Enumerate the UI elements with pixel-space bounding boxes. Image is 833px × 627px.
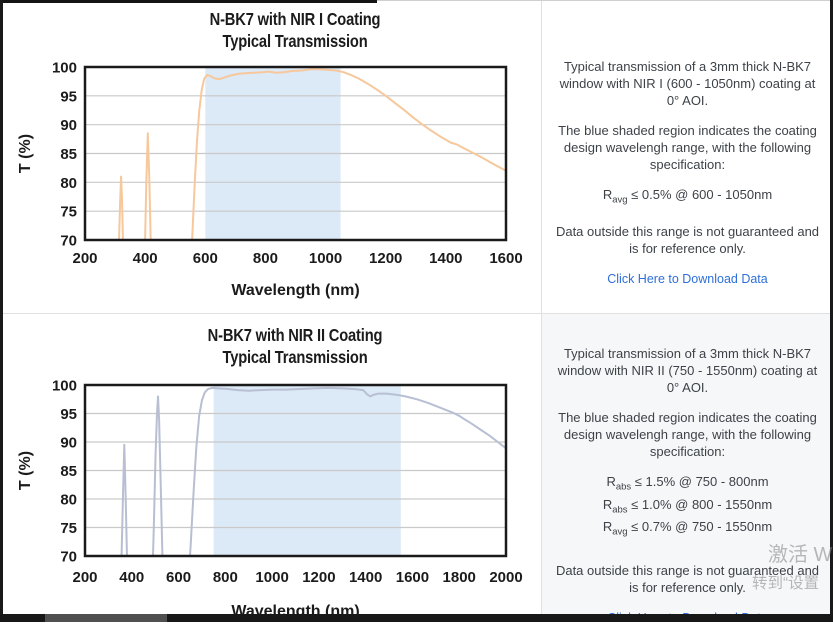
x-tick-label: 2000 [489, 569, 522, 586]
nir1-info-panel: Typical transmission of a 3mm thick N-BK… [542, 0, 833, 313]
x-tick-label: 600 [193, 250, 218, 267]
nir2-title-line2: Typical Transmission [222, 347, 368, 367]
y-tick-label: 90 [60, 435, 77, 452]
spec-value: ≤ 0.5% @ 600 - 1050nm [627, 187, 773, 202]
spec-subscript: abs [615, 481, 632, 493]
bottom-taskbar-segment [45, 614, 167, 622]
y-tick-label: 80 [60, 175, 77, 192]
nir2-chart-area: N-BK7 with NIR II Coating Typical Transm… [0, 314, 541, 620]
nir1-chart-title: N-BK7 with NIR I Coating Typical Transmi… [55, 8, 535, 52]
left-window-edge [0, 0, 3, 622]
section-nir1-coating: N-BK7 with NIR I Coating Typical Transmi… [0, 0, 833, 313]
top-left-window-edge [0, 0, 377, 3]
x-tick-label: 1000 [255, 569, 288, 586]
y-tick-label: 70 [60, 233, 77, 250]
spec-symbol: R [606, 474, 616, 489]
x-tick-label: 1600 [489, 250, 522, 267]
y-tick-label: 85 [60, 146, 77, 163]
x-tick-label: 200 [72, 250, 97, 267]
nir1-download-data-link[interactable]: Click Here to Download Data [607, 271, 768, 286]
nir1-chart-area: N-BK7 with NIR I Coating Typical Transmi… [0, 0, 541, 313]
y-tick-label: 90 [60, 117, 77, 134]
spec-symbol: R [602, 187, 613, 202]
y-tick-label: 100 [52, 60, 77, 77]
nir2-spec-line-1: Rabs ≤ 1.5% @ 750 - 800nm [555, 473, 820, 496]
vertical-panel-divider [541, 0, 542, 614]
top-hairline [0, 0, 833, 1]
nir1-spec-block: Ravg ≤ 0.5% @ 600 - 1050nm [555, 186, 820, 209]
x-tick-label: 800 [253, 250, 278, 267]
nir2-info-panel: Typical transmission of a 3mm thick N-BK… [542, 314, 833, 625]
nir2-description: Typical transmission of a 3mm thick N-BK… [557, 346, 818, 395]
y-tick-label: 95 [60, 406, 77, 423]
y-tick-label: 75 [60, 520, 77, 537]
x-tick-label: 600 [166, 569, 191, 586]
x-tick-label: 1800 [443, 569, 476, 586]
y-axis-label: T (%) [17, 451, 34, 490]
x-tick-label: 1200 [369, 250, 402, 267]
y-axis-label: T (%) [17, 134, 34, 173]
plot-border [83, 65, 508, 242]
nir1-description: Typical transmission of a 3mm thick N-BK… [559, 59, 816, 108]
transmission-curve [118, 68, 506, 240]
nir2-disclaimer: Data outside this range is not guarantee… [555, 562, 820, 595]
nir1-spec-line: Ravg ≤ 0.5% @ 600 - 1050nm [555, 186, 820, 209]
spec-subscript: avg [612, 194, 628, 206]
x-tick-label: 1400 [429, 250, 462, 267]
nir2-transmission-plot: 70 75 80 85 90 95 100 200 400 600 800 1000 1200 1400 1… [17, 378, 523, 621]
right-window-edge [830, 0, 833, 622]
nir2-chart-title: N-BK7 with NIR II Coating Typical Transm… [55, 324, 535, 368]
nir2-spec-block: Rabs ≤ 1.5% @ 750 - 800nm Rabs ≤ 1.0% @ … [555, 473, 820, 541]
spec-symbol: R [602, 496, 613, 512]
nir2-title-line1: N-BK7 with NIR II Coating [207, 325, 383, 345]
x-tick-label: 400 [119, 569, 144, 586]
x-tick-label: 400 [133, 250, 158, 267]
y-tick-label: 70 [60, 549, 77, 566]
y-tick-label: 75 [60, 204, 77, 221]
x-tick-label: 200 [72, 569, 97, 586]
horizontal-section-divider [0, 313, 833, 314]
y-tick-label: 80 [60, 492, 77, 509]
x-tick-label: 1000 [309, 250, 342, 267]
x-tick-label: 1200 [302, 569, 335, 586]
spec-subscript: avg [612, 526, 628, 538]
nir1-title-line1: N-BK7 with NIR I Coating [209, 9, 381, 29]
nir2-spec-line-2: Rabs ≤ 1.0% @ 800 - 1550nm [555, 496, 820, 519]
nir1-disclaimer: Data outside this range is not guarantee… [555, 223, 820, 256]
transmission-curve [120, 386, 506, 556]
nir1-region-note: The blue shaded region indicates the coa… [558, 123, 817, 172]
spec-symbol: R [602, 519, 613, 535]
y-tick-label: 85 [60, 463, 77, 480]
bottom-taskbar-edge [0, 614, 833, 622]
y-tick-label: 95 [60, 88, 77, 105]
y-tick-label: 100 [52, 378, 77, 395]
section-nir2-coating: N-BK7 with NIR II Coating Typical Transm… [0, 314, 833, 625]
nir1-title-line2: Typical Transmission [222, 31, 368, 51]
spec-value: ≤ 1.0% @ 800 - 1550nm [627, 496, 773, 512]
nir1-transmission-plot: 70 75 80 85 90 95 100 200 400 600 800 1000 1200 1400 1… [17, 60, 523, 300]
windows-activation-watermark-line2: 转到“设置 [752, 575, 820, 592]
spec-subscript: abs [612, 504, 628, 516]
windows-activation-watermark-line1: 激活 W [768, 544, 833, 566]
x-axis-label: Wavelength (nm) [231, 282, 359, 299]
plot-border [83, 383, 508, 558]
spec-value: ≤ 0.7% @ 750 - 1550nm [627, 519, 773, 535]
spec-value: ≤ 1.5% @ 750 - 800nm [631, 474, 769, 489]
x-tick-label: 800 [213, 569, 238, 586]
nir2-spec-line-3: Ravg ≤ 0.7% @ 750 - 1550nm [555, 518, 820, 541]
nir2-region-note: The blue shaded region indicates the coa… [558, 410, 817, 459]
x-tick-label: 1400 [349, 569, 382, 586]
x-tick-label: 1600 [396, 569, 429, 586]
